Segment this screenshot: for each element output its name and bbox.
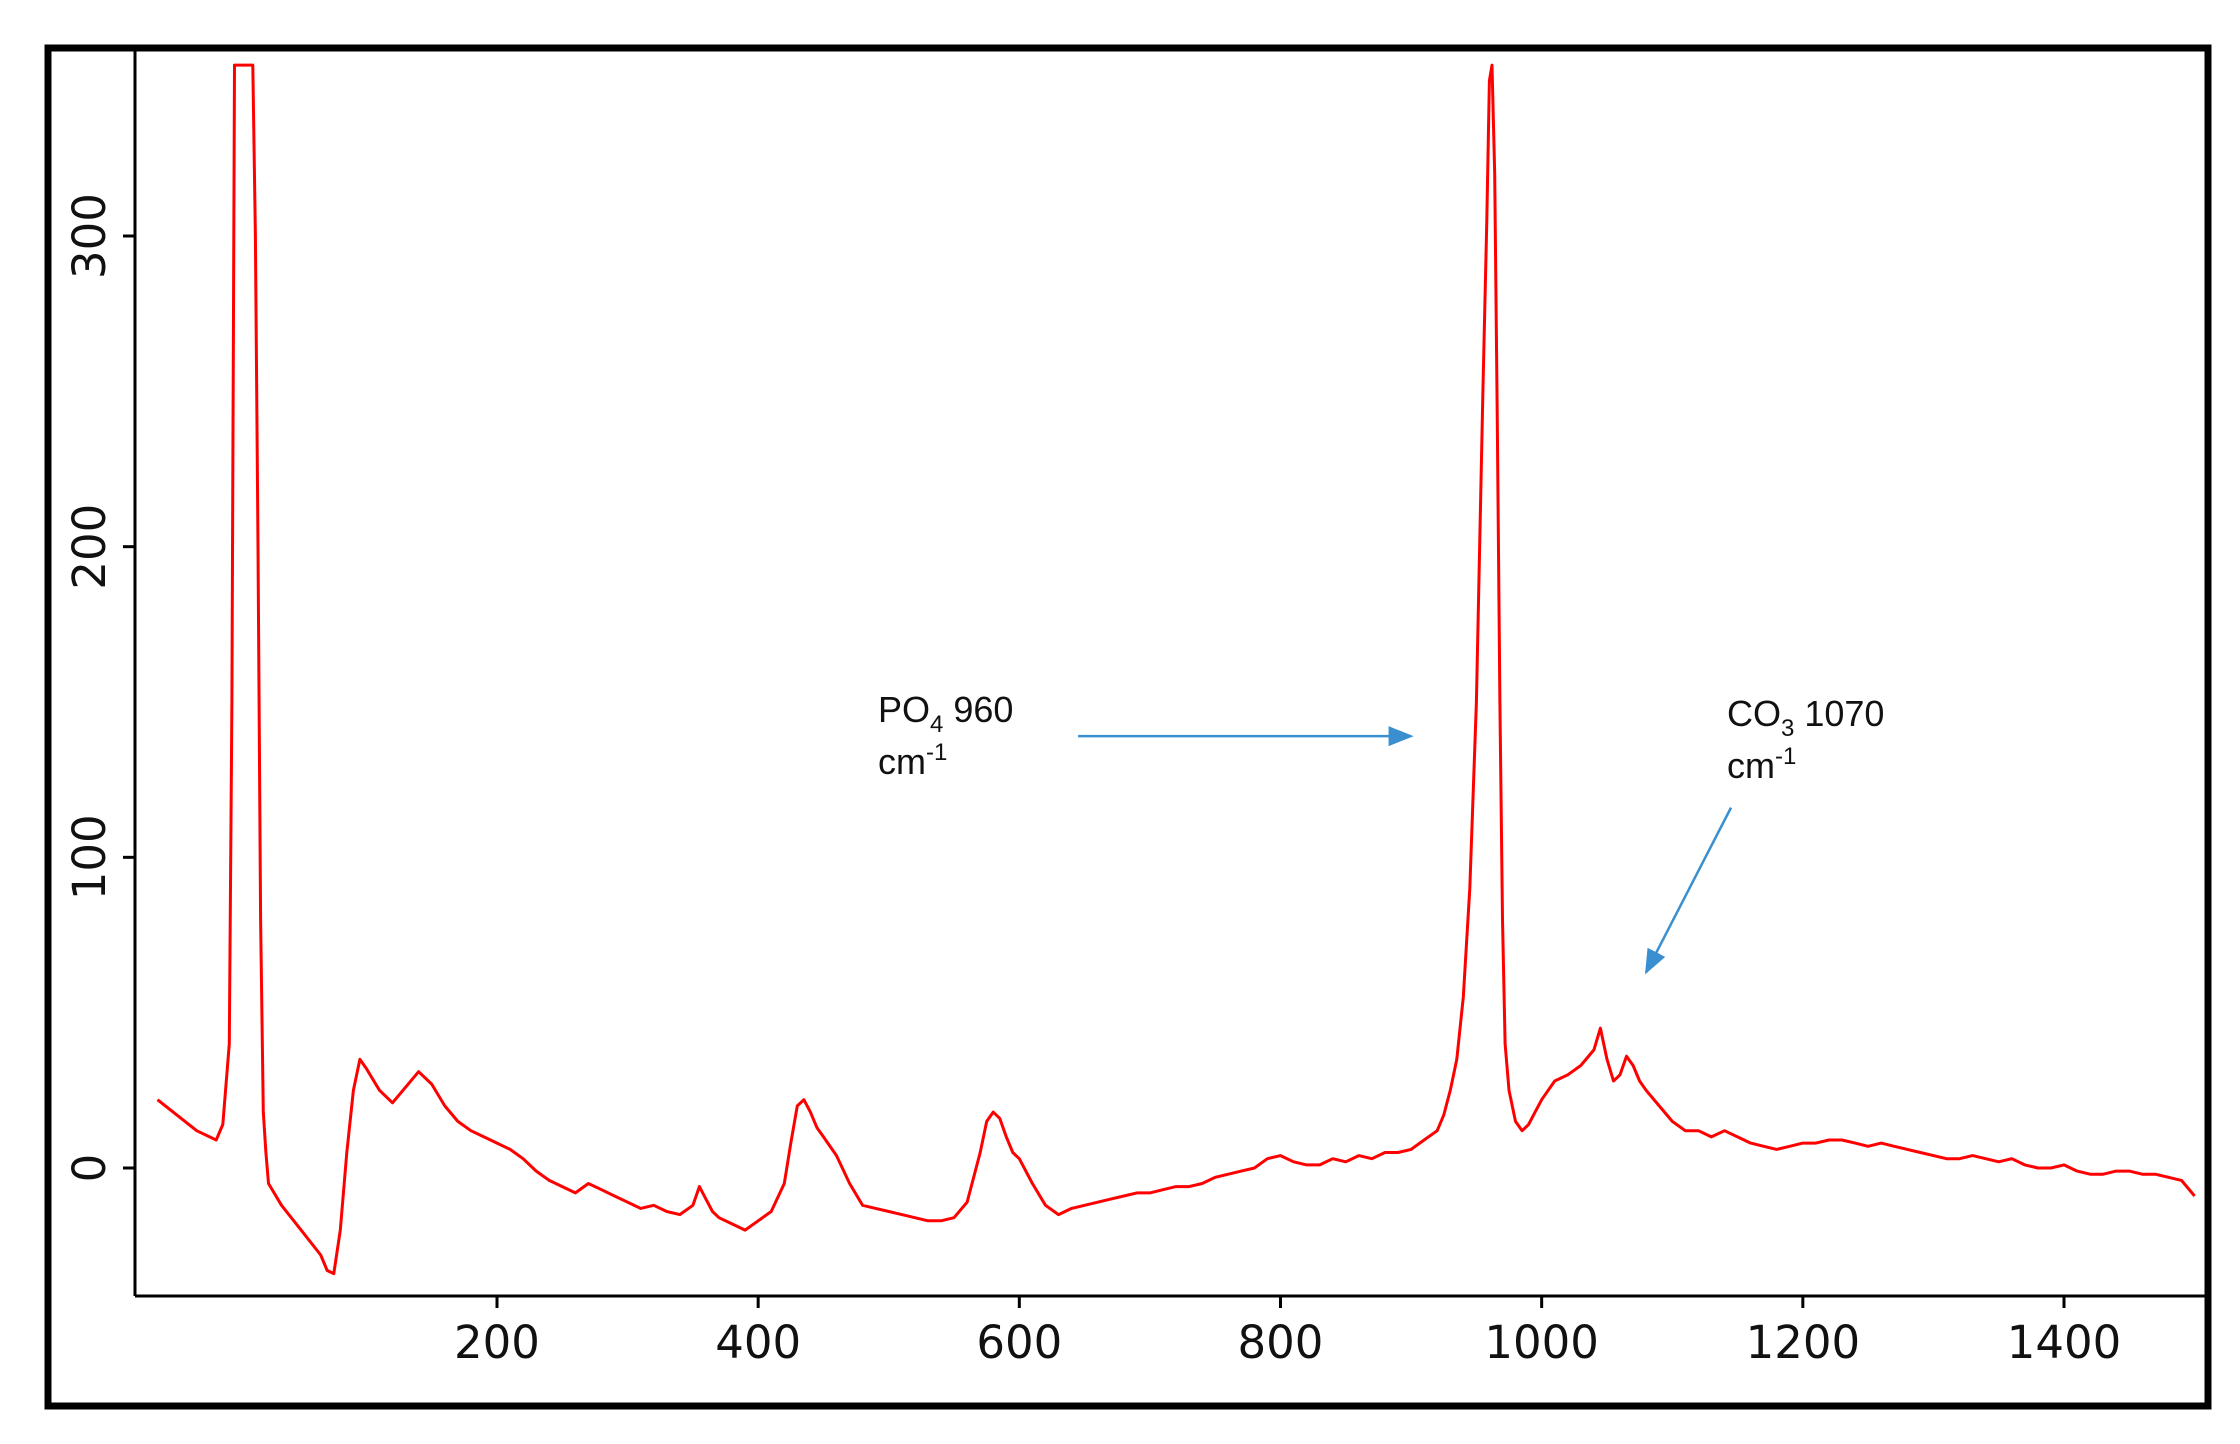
annotation-label: PO4 960 xyxy=(878,689,1013,738)
x-tick-label: 400 xyxy=(715,1316,801,1369)
x-tick-label: 1200 xyxy=(1746,1316,1861,1369)
x-tick-label: 200 xyxy=(454,1316,540,1369)
outer-frame xyxy=(44,44,2212,1410)
x-tick-label: 800 xyxy=(1238,1316,1324,1369)
y-tick-label: 0 xyxy=(63,1154,116,1183)
x-tick-label: 600 xyxy=(976,1316,1062,1369)
annotation-label: CO3 1070 xyxy=(1727,693,1884,742)
x-tick-label: 1400 xyxy=(2007,1316,2122,1369)
y-axis-ticks: 0 100 200 300 xyxy=(63,193,135,1182)
spectrum-line xyxy=(156,63,2196,1276)
annotation-unit: cm-1 xyxy=(1727,743,1796,786)
annotation-arrow xyxy=(1644,807,1733,975)
x-tick-label: 1000 xyxy=(1484,1316,1599,1369)
annotation-unit: cm-1 xyxy=(878,739,947,782)
y-tick-label: 100 xyxy=(63,814,116,900)
y-tick-label: 300 xyxy=(63,193,116,279)
x-axis-ticks: 200 400 600 800 1000 1200 1400 xyxy=(454,1296,2121,1369)
y-tick-label: 200 xyxy=(63,504,116,590)
